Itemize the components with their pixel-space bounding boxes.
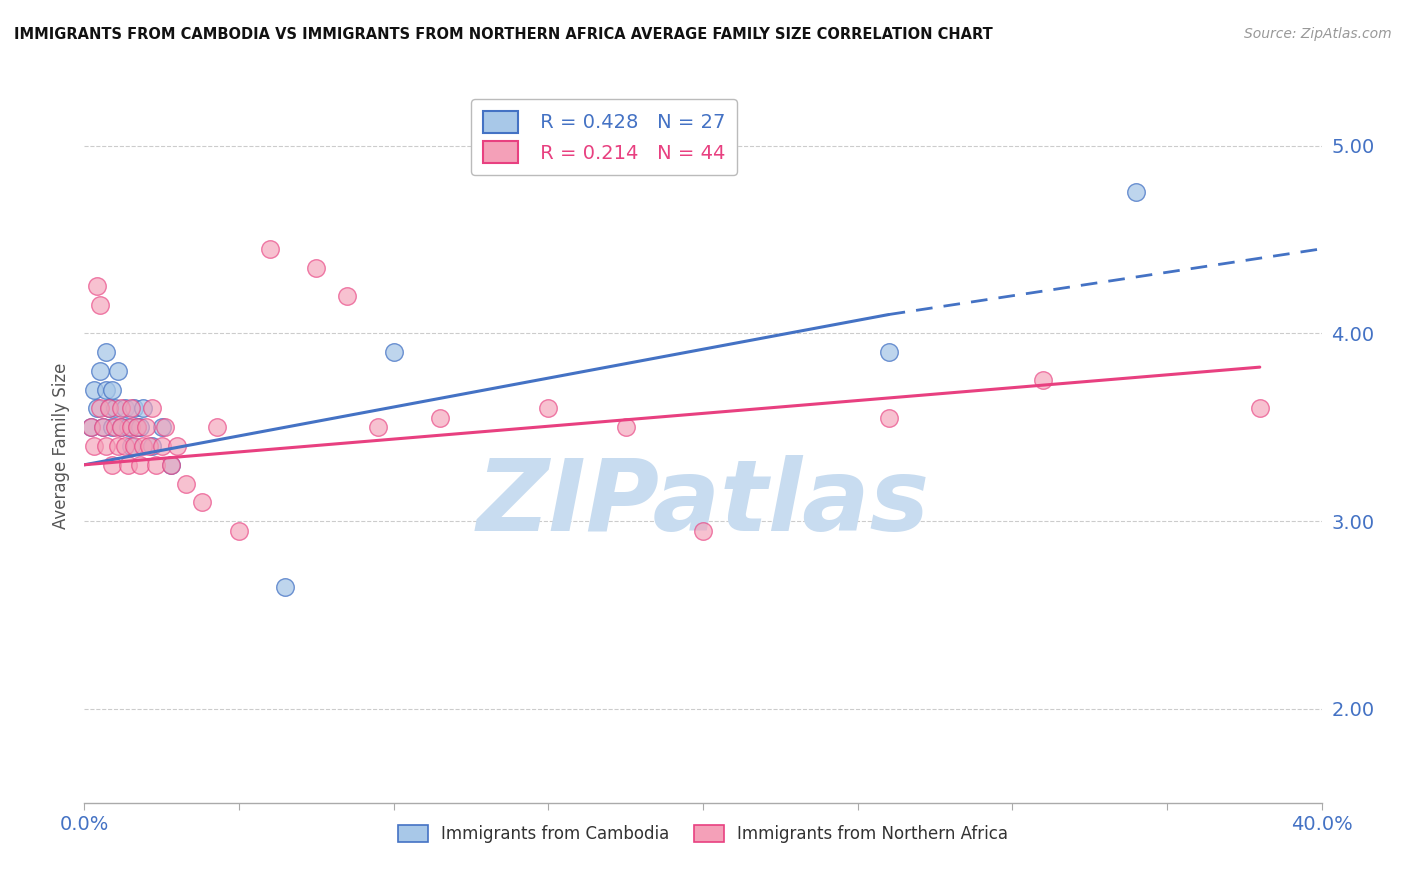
Point	[153, 420, 176, 434]
Point	[89, 364, 111, 378]
Point	[98, 401, 121, 416]
Point	[135, 420, 157, 434]
Point	[91, 420, 114, 434]
Point	[120, 420, 142, 434]
Point	[83, 439, 105, 453]
Y-axis label: Average Family Size: Average Family Size	[52, 363, 70, 529]
Point	[1032, 373, 1054, 387]
Point	[104, 401, 127, 416]
Point	[122, 401, 145, 416]
Point	[101, 458, 124, 472]
Point	[207, 420, 229, 434]
Point	[429, 410, 451, 425]
Point	[1249, 401, 1271, 416]
Point	[104, 420, 127, 434]
Point	[141, 439, 163, 453]
Point	[1125, 186, 1147, 200]
Text: IMMIGRANTS FROM CAMBODIA VS IMMIGRANTS FROM NORTHERN AFRICA AVERAGE FAMILY SIZE : IMMIGRANTS FROM CAMBODIA VS IMMIGRANTS F…	[14, 27, 993, 42]
Point	[110, 401, 132, 416]
Point	[160, 458, 183, 472]
Point	[160, 458, 183, 472]
Point	[614, 420, 637, 434]
Point	[150, 439, 173, 453]
Point	[166, 439, 188, 453]
Point	[336, 289, 359, 303]
Point	[120, 401, 142, 416]
Point	[150, 420, 173, 434]
Point	[877, 345, 900, 359]
Point	[117, 420, 139, 434]
Point	[94, 439, 117, 453]
Point	[141, 401, 163, 416]
Point	[138, 439, 160, 453]
Point	[125, 420, 148, 434]
Point	[122, 439, 145, 453]
Point	[107, 364, 129, 378]
Legend: Immigrants from Cambodia, Immigrants from Northern Africa: Immigrants from Cambodia, Immigrants fro…	[389, 817, 1017, 852]
Point	[120, 439, 142, 453]
Point	[537, 401, 560, 416]
Point	[101, 420, 124, 434]
Text: Source: ZipAtlas.com: Source: ZipAtlas.com	[1244, 27, 1392, 41]
Point	[191, 495, 214, 509]
Point	[79, 420, 101, 434]
Point	[274, 580, 297, 594]
Point	[145, 458, 167, 472]
Point	[110, 420, 132, 434]
Point	[94, 345, 117, 359]
Point	[382, 345, 405, 359]
Point	[101, 383, 124, 397]
Point	[228, 524, 250, 538]
Point	[117, 458, 139, 472]
Point	[367, 420, 389, 434]
Point	[132, 439, 155, 453]
Point	[259, 242, 281, 256]
Point	[877, 410, 900, 425]
Point	[176, 476, 198, 491]
Point	[129, 420, 152, 434]
Point	[83, 383, 105, 397]
Point	[692, 524, 714, 538]
Point	[79, 420, 101, 434]
Point	[89, 401, 111, 416]
Point	[114, 401, 136, 416]
Point	[98, 401, 121, 416]
Point	[114, 439, 136, 453]
Point	[107, 439, 129, 453]
Point	[129, 458, 152, 472]
Point	[110, 420, 132, 434]
Point	[86, 279, 108, 293]
Point	[94, 383, 117, 397]
Point	[305, 260, 328, 275]
Point	[89, 298, 111, 312]
Point	[132, 401, 155, 416]
Point	[86, 401, 108, 416]
Point	[125, 420, 148, 434]
Point	[91, 420, 114, 434]
Text: ZIPatlas: ZIPatlas	[477, 455, 929, 551]
